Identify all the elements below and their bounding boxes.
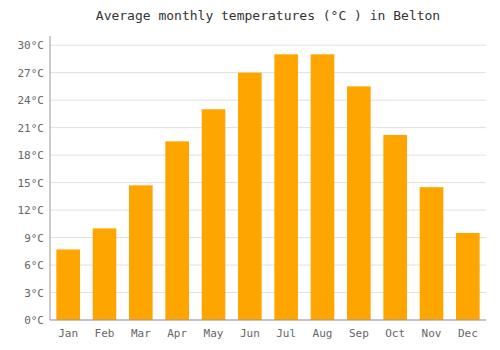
y-tick-label: 27°C [18,67,45,80]
y-tick-label: 18°C [18,149,45,162]
grid-line [50,182,486,183]
grid [50,45,486,320]
x-tick-label: Oct [385,327,405,340]
y-tick-label: 3°C [24,287,44,300]
grid-line [50,155,486,156]
grid-line [50,127,486,128]
bar [202,109,226,320]
bar [129,185,153,320]
bar [311,54,335,320]
bar [456,233,480,320]
bar [420,187,444,320]
y-tick-label: 0°C [24,314,44,327]
x-tick-label: Feb [95,327,115,340]
bar [347,86,371,320]
x-tick-label: May [204,327,224,340]
bar [238,73,262,320]
x-tick-label: Aug [313,327,333,340]
y-tick-label: 30°C [18,39,45,52]
x-tick-label: Jan [58,327,78,340]
bar [93,228,117,320]
title: Average monthly temperatures (°C ) in Be… [96,8,440,23]
chart: Average monthly temperatures (°C ) in Be… [0,0,500,350]
y-tick-label: 6°C [24,259,44,272]
bar [56,249,80,320]
grid-line [50,320,486,321]
x-tick-label: Nov [422,327,442,340]
grid-line [50,45,486,46]
chart-container: Average monthly temperatures (°C ) in Be… [0,0,500,350]
grid-line [50,100,486,101]
bar [383,135,407,320]
y-tick-label: 9°C [24,232,44,245]
x-tick-label: Apr [167,327,187,340]
x-tick-label: Jul [276,327,296,340]
y-tick-label: 24°C [18,94,45,107]
x-axis-line [50,320,486,321]
bar [165,141,189,320]
y-tick-label: 12°C [18,204,45,217]
x-tick-label: Jun [240,327,260,340]
y-tick-label: 15°C [18,177,45,190]
x-tick-label: Dec [458,327,478,340]
bars [56,54,479,320]
x-tick-label: Sep [349,327,369,340]
x-tick-label: Mar [131,327,151,340]
y-axis-line [50,36,51,320]
y-tick-label: 21°C [18,122,45,135]
grid-line [50,72,486,73]
bar [274,54,298,320]
